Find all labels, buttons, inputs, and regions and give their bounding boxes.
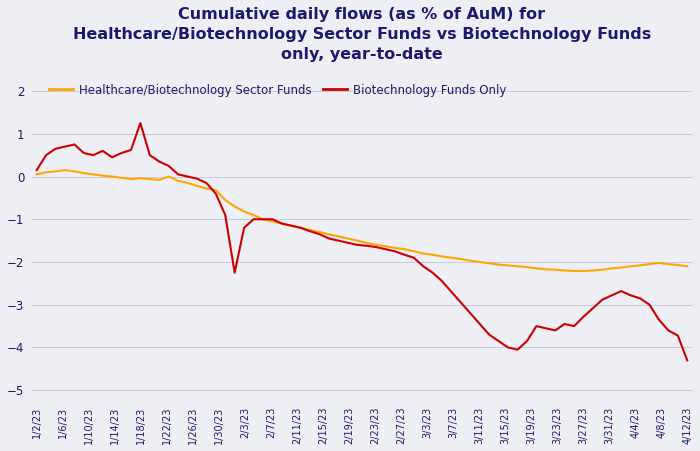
Healthcare/Biotechnology Sector Funds: [608, 266, 616, 271]
Biotechnology Funds Only: [136, 120, 145, 126]
Biotechnology Funds Only: [400, 252, 409, 258]
Biotechnology Funds Only: [589, 305, 597, 311]
Healthcare/Biotechnology Sector Funds: [315, 230, 323, 235]
Healthcare/Biotechnology Sector Funds: [32, 172, 41, 177]
Healthcare/Biotechnology Sector Funds: [240, 209, 248, 214]
Biotechnology Funds Only: [598, 297, 607, 302]
Healthcare/Biotechnology Sector Funds: [683, 263, 692, 269]
Line: Biotechnology Funds Only: Biotechnology Funds Only: [36, 123, 687, 360]
Healthcare/Biotechnology Sector Funds: [193, 183, 201, 189]
Legend: Healthcare/Biotechnology Sector Funds, Biotechnology Funds Only: Healthcare/Biotechnology Sector Funds, B…: [45, 79, 511, 101]
Biotechnology Funds Only: [32, 167, 41, 173]
Biotechnology Funds Only: [240, 225, 248, 230]
Healthcare/Biotechnology Sector Funds: [400, 247, 409, 252]
Biotechnology Funds Only: [118, 150, 126, 156]
Healthcare/Biotechnology Sector Funds: [61, 167, 69, 173]
Biotechnology Funds Only: [193, 176, 201, 181]
Line: Healthcare/Biotechnology Sector Funds: Healthcare/Biotechnology Sector Funds: [36, 170, 687, 271]
Biotechnology Funds Only: [683, 358, 692, 363]
Healthcare/Biotechnology Sector Funds: [570, 268, 578, 274]
Title: Cumulative daily flows (as % of AuM) for
Healthcare/Biotechnology Sector Funds v: Cumulative daily flows (as % of AuM) for…: [73, 7, 651, 61]
Healthcare/Biotechnology Sector Funds: [127, 176, 135, 182]
